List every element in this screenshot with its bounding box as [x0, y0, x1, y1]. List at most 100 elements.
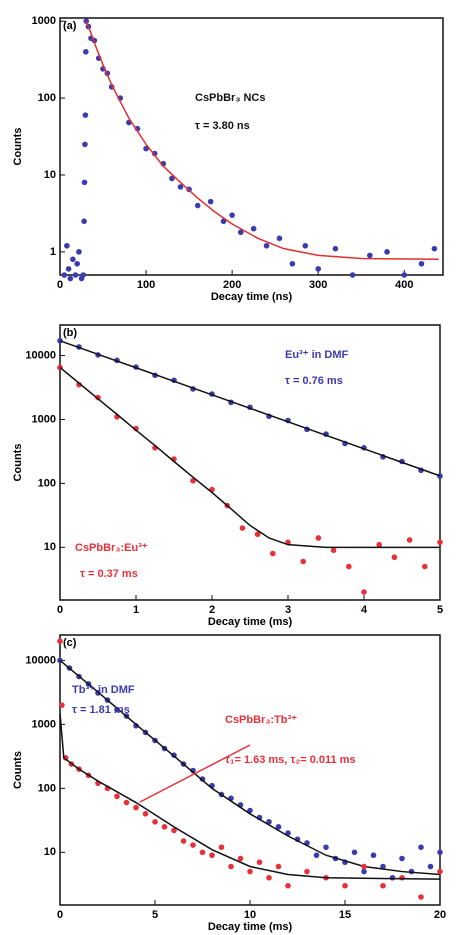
x-tick-label: 300 — [309, 279, 327, 291]
data-point — [133, 425, 139, 432]
data-point — [57, 638, 63, 644]
fit-line — [85, 20, 439, 261]
data-point — [399, 855, 405, 862]
data-point — [194, 202, 201, 209]
annotation: τ = 0.37 ms — [80, 568, 138, 580]
data-point — [218, 844, 225, 851]
data-point — [81, 179, 88, 186]
data-point — [300, 558, 307, 565]
y-tick-label: 100 — [38, 92, 56, 104]
data-point — [67, 275, 74, 282]
data-point — [247, 807, 253, 814]
data-point — [209, 852, 215, 859]
data-point — [431, 245, 438, 252]
data-point — [266, 874, 272, 881]
data-point — [237, 855, 244, 862]
data-point — [152, 818, 158, 825]
data-point — [61, 272, 68, 278]
data-point — [437, 849, 443, 856]
data-point — [239, 525, 246, 531]
data-point — [123, 799, 130, 806]
data-point — [65, 266, 72, 272]
data-point — [361, 863, 367, 870]
data-point — [72, 272, 79, 278]
x-tick-label: 0 — [57, 604, 63, 616]
y-tick-label: 10000 — [25, 349, 56, 361]
fit-line — [59, 366, 440, 549]
arrow — [139, 744, 251, 803]
data-point — [346, 563, 352, 570]
data-point — [80, 272, 87, 278]
data-point — [332, 245, 339, 252]
data-point — [342, 882, 348, 889]
data-point — [254, 531, 261, 538]
data-point — [190, 477, 196, 484]
annotation: CsPbBr₃:Eu³⁺ — [75, 542, 148, 554]
data-point — [177, 184, 184, 190]
data-point — [76, 381, 82, 388]
data-point — [389, 874, 396, 881]
x-tick-label: 0 — [57, 909, 63, 921]
data-point — [370, 852, 377, 859]
data-point — [418, 260, 425, 267]
data-point — [266, 818, 272, 825]
data-point — [351, 849, 358, 856]
data-point — [304, 868, 310, 875]
data-point — [74, 260, 81, 267]
annotation: τ = 3.80 ns — [195, 120, 250, 132]
y-axis-label: Counts — [12, 444, 24, 482]
y-tick-label: 100 — [38, 477, 56, 489]
annotation: τ = 1.81 ms — [72, 704, 130, 716]
data-point — [380, 863, 386, 870]
data-point — [437, 473, 443, 479]
x-tick-label: 0 — [57, 279, 63, 291]
y-tick-label: 10 — [44, 169, 56, 181]
data-point — [361, 868, 367, 875]
x-tick-label: 200 — [223, 279, 241, 291]
y-tick-label: 1000 — [32, 413, 56, 425]
data-point — [199, 776, 206, 782]
x-axis-label: Decay time (ms) — [208, 921, 293, 933]
data-point — [76, 249, 82, 255]
data-point — [427, 863, 434, 870]
data-point — [315, 535, 322, 541]
data-point — [315, 266, 322, 272]
data-point — [228, 863, 234, 870]
data-point — [313, 852, 320, 859]
y-tick-label: 10 — [44, 846, 56, 858]
data-point — [95, 394, 101, 401]
data-point — [59, 702, 65, 708]
y-tick-label: 10 — [44, 541, 56, 553]
data-point — [229, 212, 235, 218]
x-tick-label: 400 — [395, 279, 413, 291]
x-tick-label: 5 — [152, 909, 158, 921]
x-tick-label: 4 — [361, 604, 368, 616]
data-point — [285, 882, 291, 889]
fit-line — [59, 340, 441, 477]
annotation: Tb³⁺ in DMF — [72, 684, 135, 696]
plot-frame — [59, 17, 444, 276]
data-point — [406, 537, 413, 543]
data-point — [263, 242, 270, 249]
data-point — [384, 249, 390, 255]
data-point — [418, 894, 424, 900]
data-point — [114, 706, 120, 713]
data-point — [180, 838, 187, 844]
data-point — [361, 589, 367, 595]
data-point — [302, 242, 309, 249]
annotation: τ = 0.76 ms — [285, 375, 343, 387]
y-tick-label: 1000 — [32, 15, 56, 27]
x-tick-label: 15 — [339, 909, 351, 921]
data-point — [401, 272, 408, 278]
y-axis-label: Counts — [12, 751, 24, 789]
data-point — [270, 550, 276, 557]
data-point — [237, 229, 244, 236]
data-point — [275, 863, 282, 870]
panel-label: (a) — [63, 20, 77, 32]
data-point — [380, 882, 386, 889]
data-point — [207, 198, 214, 205]
y-tick-label: 10000 — [25, 654, 56, 666]
data-point — [247, 868, 253, 875]
data-point — [250, 225, 257, 232]
x-tick-label: 10 — [244, 909, 256, 921]
